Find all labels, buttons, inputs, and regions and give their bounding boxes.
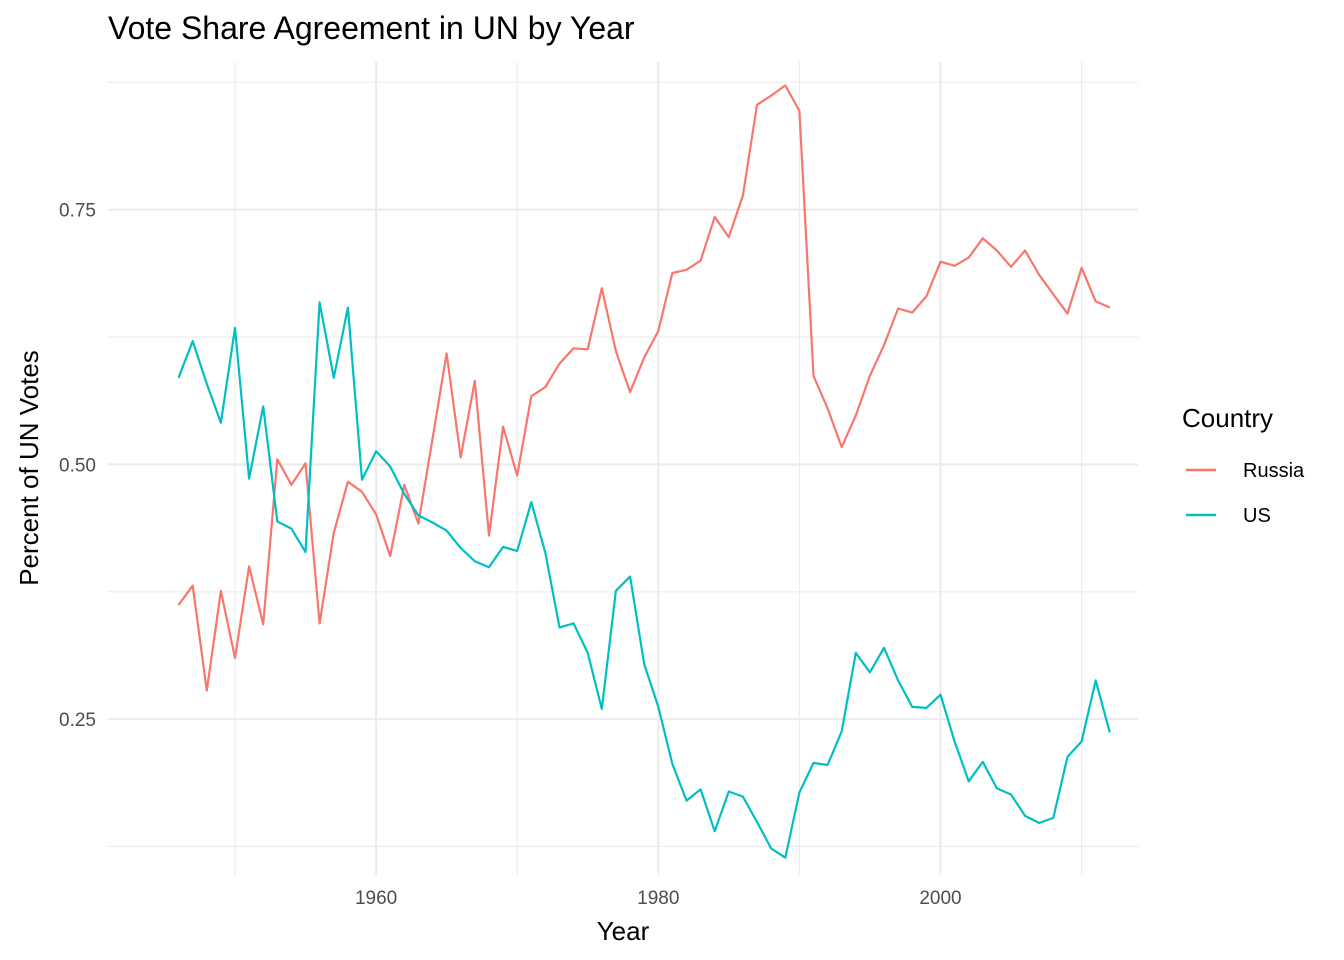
tick-labels: 0.25 0.50 0.75 1960 1980 2000 (59, 201, 962, 909)
series-line-us (177, 301, 1111, 859)
x-tick-label: 1980 (637, 888, 679, 909)
y-axis-title: Percent of UN Votes (14, 350, 44, 586)
chart-title: Vote Share Agreement in UN by Year (108, 10, 635, 46)
legend-label-us: US (1243, 505, 1271, 527)
x-tick-label: 1960 (355, 888, 397, 909)
series-lines (177, 84, 1111, 859)
legend-items: Russia US (1186, 460, 1305, 527)
legend-label-russia: Russia (1243, 460, 1305, 482)
x-tick-label: 2000 (919, 888, 961, 909)
series-line-russia (177, 84, 1111, 692)
y-tick-label: 0.75 (59, 201, 96, 222)
y-tick-label: 0.50 (59, 455, 96, 476)
legend-title: Country (1182, 403, 1273, 433)
grid-lines (108, 62, 1138, 875)
y-tick-label: 0.25 (59, 710, 96, 731)
x-axis-title: Year (597, 916, 650, 946)
legend: Country Russia US (1182, 403, 1305, 527)
